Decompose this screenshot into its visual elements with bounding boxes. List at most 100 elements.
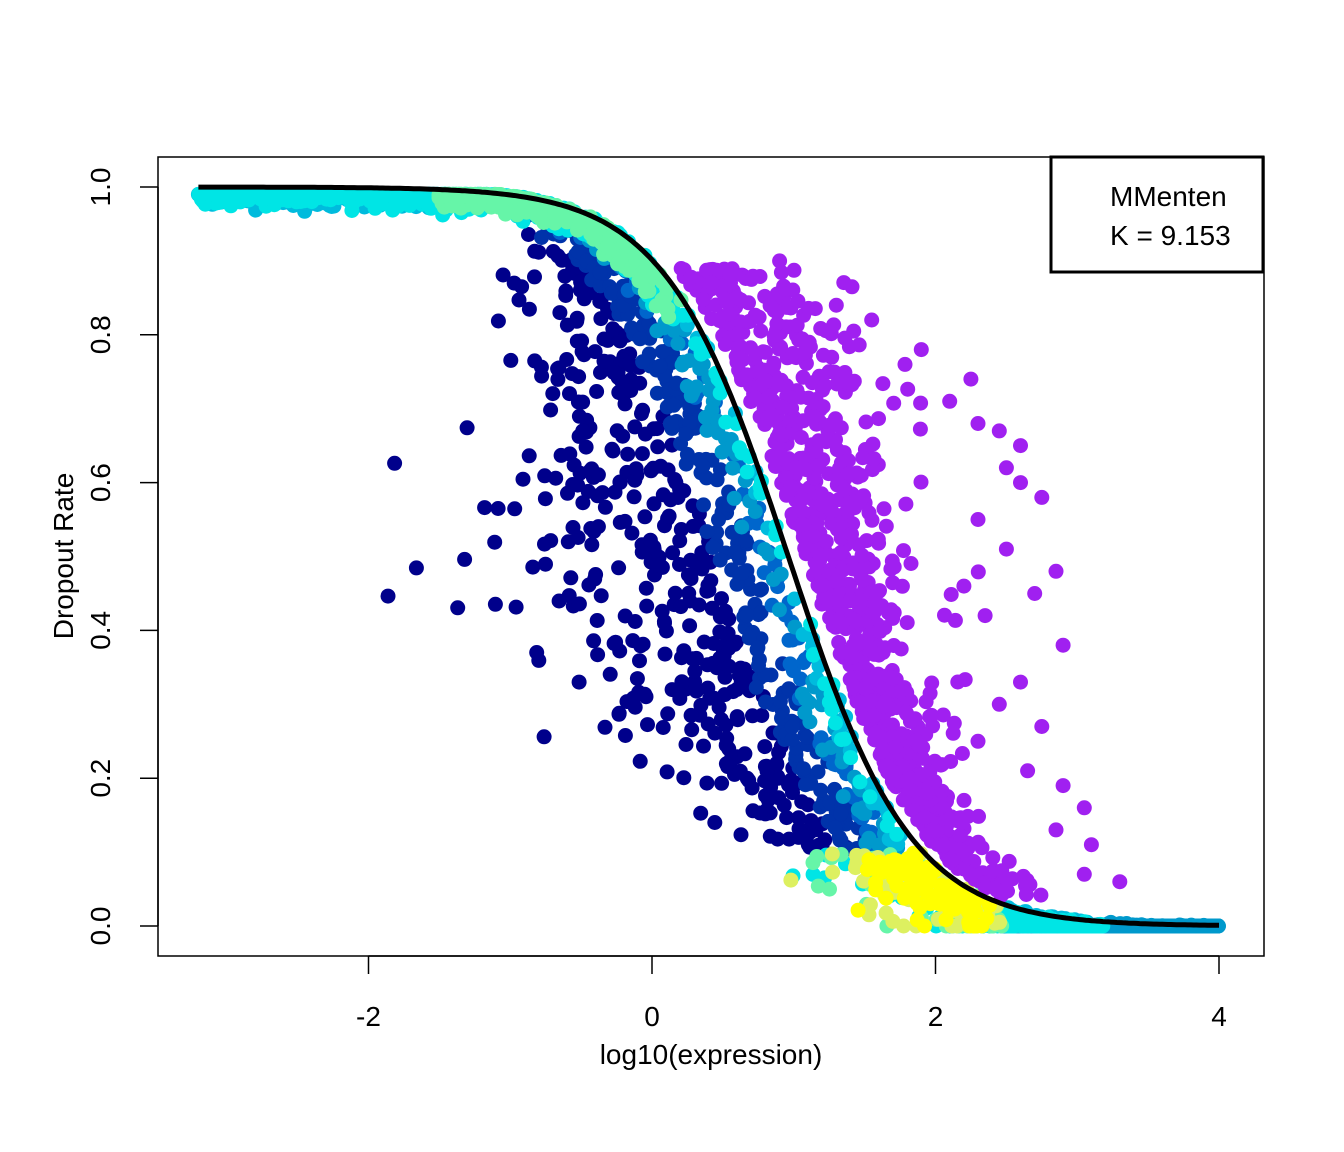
gene-point (693, 344, 709, 360)
gene-point (779, 486, 795, 501)
gene-point (815, 399, 831, 415)
gene-point (970, 416, 986, 431)
gene-point (903, 556, 919, 571)
gene-point (681, 585, 697, 601)
gene-point (917, 918, 932, 934)
gene-point (871, 411, 886, 427)
gene-point (699, 775, 715, 791)
gene-point (734, 519, 750, 535)
gene-point (747, 390, 763, 406)
gene-point (886, 559, 902, 575)
gene-point (526, 198, 542, 214)
gene-point (862, 789, 878, 805)
gene-point (866, 451, 882, 467)
gene-point (503, 352, 519, 368)
gene-point (1076, 800, 1092, 816)
gene-point (861, 505, 877, 521)
gene-point (886, 395, 902, 411)
gene-point (758, 344, 773, 360)
gene-point (595, 485, 610, 501)
gene-point (806, 647, 822, 662)
gene-point (620, 446, 636, 462)
gene-point (624, 525, 640, 541)
gene-point (712, 624, 728, 640)
gene-point (922, 709, 938, 725)
legend-box (1049, 155, 1265, 274)
gene-point (487, 534, 503, 550)
gene-point (729, 709, 745, 725)
gene-point (868, 668, 884, 684)
gene-point (719, 730, 735, 746)
gene-point (836, 482, 852, 498)
gene-point (751, 657, 766, 673)
gene-point (696, 497, 711, 513)
gene-point (682, 415, 698, 430)
gene-point (525, 559, 541, 575)
gene-point (811, 458, 827, 474)
gene-point (771, 745, 787, 761)
gene-point (658, 343, 674, 359)
gene-point (1000, 883, 1015, 899)
gene-point (845, 561, 861, 577)
gene-point (875, 376, 891, 392)
gene-point (770, 770, 786, 786)
gene-point (599, 239, 615, 255)
gene-point (960, 808, 976, 824)
gene-point (726, 490, 742, 506)
gene-point (992, 914, 1008, 930)
gene-point (554, 252, 570, 268)
gene-point (721, 658, 737, 674)
gene-point (970, 512, 986, 527)
x-tick-label: -2 (356, 1001, 381, 1032)
gene-point (627, 614, 643, 629)
gene-point (387, 455, 403, 471)
gene-point (786, 262, 802, 278)
gene-point (913, 474, 929, 490)
gene-point (861, 830, 877, 846)
gene-point (867, 594, 883, 610)
gene-point (913, 342, 929, 358)
gene-point (637, 509, 653, 525)
fit-curve (198, 184, 1219, 928)
gene-point (855, 572, 871, 588)
gene-point (571, 596, 587, 612)
gene-point (537, 491, 553, 507)
gene-point (842, 593, 858, 609)
gene-point (854, 547, 870, 563)
gene-point (712, 385, 728, 401)
gene-point (764, 407, 780, 423)
gene-point (711, 512, 726, 528)
gene-point (573, 274, 589, 290)
gene-point (667, 585, 683, 601)
gene-point (741, 314, 757, 330)
gene-point (673, 261, 689, 276)
gene-point (628, 461, 644, 477)
gene-point (846, 678, 862, 694)
gene-point (731, 668, 747, 684)
gene-point (545, 386, 561, 402)
gene-point (785, 346, 801, 361)
gene-point (584, 537, 600, 553)
gene-point (850, 902, 866, 918)
gene-point (1034, 489, 1050, 505)
gene-point (606, 364, 622, 380)
gene-point (682, 618, 698, 634)
gene-point (597, 499, 613, 515)
gene-point (784, 719, 800, 735)
gene-point (878, 518, 894, 534)
gene-point (834, 616, 850, 632)
gene-point (652, 358, 668, 374)
gene-point (813, 321, 829, 336)
gene-point (1013, 475, 1028, 491)
gene-point (634, 544, 650, 560)
gene-point (1004, 871, 1020, 887)
gene-point (495, 267, 511, 283)
gene-point (635, 354, 651, 370)
gene-point (627, 472, 643, 488)
gene-point (570, 530, 586, 545)
gene-point (957, 672, 973, 688)
gene-point (664, 682, 680, 698)
gene-point (788, 460, 804, 476)
gene-point (991, 696, 1007, 712)
gene-point (814, 577, 830, 593)
